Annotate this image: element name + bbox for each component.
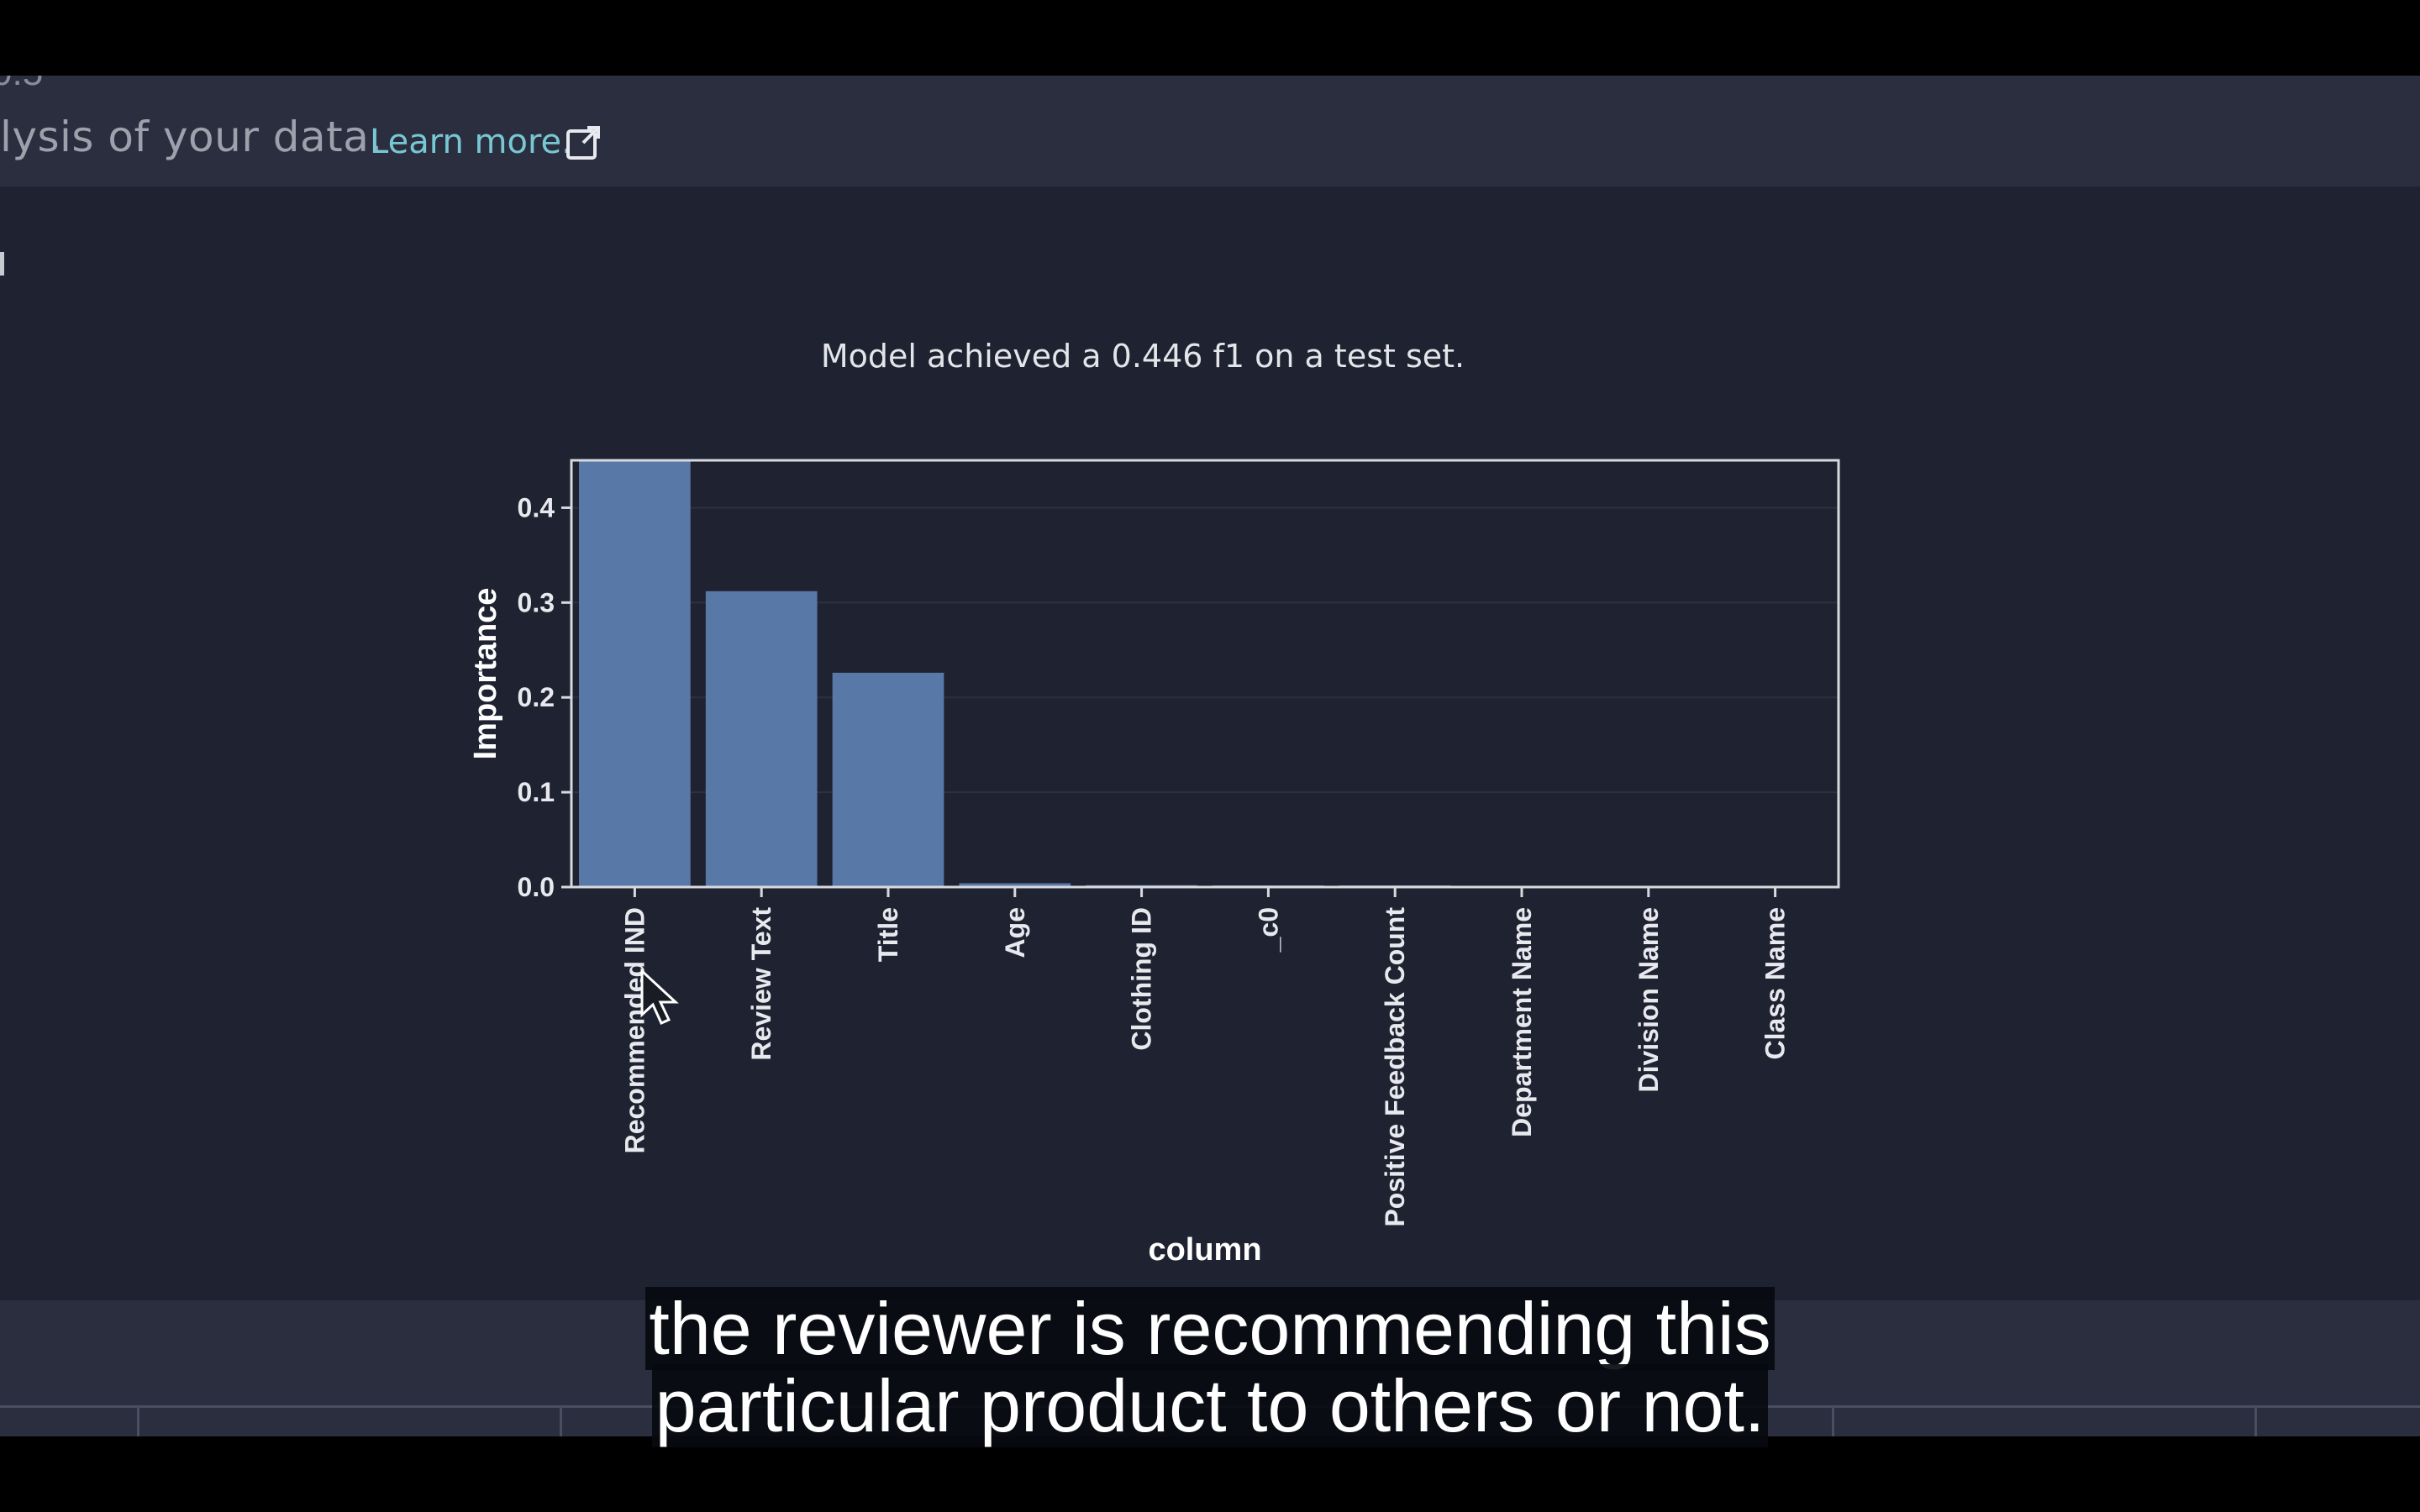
x-tick-label: Division Name bbox=[1634, 907, 1664, 1093]
x-tick-label: Positive Feedback Count bbox=[1380, 907, 1410, 1227]
video-subtitles: the reviewer is recommending this partic… bbox=[0, 1287, 2420, 1447]
subtitle-line-1: the reviewer is recommending this bbox=[645, 1287, 1775, 1370]
x-tick-label: Age bbox=[1000, 907, 1030, 958]
footer-column-divider bbox=[1832, 1408, 1834, 1436]
header-clipped-value: 0.5 bbox=[0, 76, 43, 94]
x-tick-label: Review Text bbox=[746, 907, 776, 1061]
y-tick-label: 0.4 bbox=[518, 492, 555, 522]
y-axis-title: Importance bbox=[468, 588, 503, 760]
learn-more-link[interactable]: Learn more. bbox=[370, 123, 572, 161]
y-tick-label: 0.1 bbox=[518, 777, 555, 807]
feature-importance-chart: 0.0 0.1 0.2 0.3 0.4 Recommended IND Review Tex… bbox=[468, 459, 1840, 1268]
chart-title: Model achieved a 0.446 f1 on a test set. bbox=[820, 338, 1465, 375]
footer-column-divider bbox=[560, 1408, 562, 1436]
bar-recommended-ind bbox=[579, 460, 691, 887]
x-tick-label: Clothing ID bbox=[1127, 907, 1157, 1051]
footer-column-divider bbox=[137, 1408, 139, 1436]
panel-edge-marker bbox=[0, 252, 4, 276]
bar-review-text bbox=[705, 591, 818, 887]
x-tick-label: Recommended IND bbox=[619, 907, 650, 1153]
y-tick-label: 0.2 bbox=[518, 682, 555, 712]
y-tick-label: 0.0 bbox=[518, 872, 555, 902]
bar-title bbox=[832, 672, 944, 887]
x-tick-label: Title bbox=[873, 907, 903, 962]
x-tick-label: _c0 bbox=[1253, 907, 1283, 953]
x-axis-title: column bbox=[1148, 1232, 1261, 1268]
x-tick-label: Class Name bbox=[1760, 907, 1791, 1059]
y-tick-label: 0.3 bbox=[518, 587, 555, 617]
subtitle-line-2: particular product to others or not. bbox=[651, 1364, 1769, 1447]
external-link-icon[interactable] bbox=[565, 124, 602, 161]
header-description: lysis of your data. bbox=[0, 113, 383, 161]
bar-age bbox=[959, 883, 1071, 887]
main-panel: Model achieved a 0.446 f1 on a test set. bbox=[0, 186, 2420, 1300]
top-letterbox bbox=[0, 0, 2420, 76]
footer-column-divider bbox=[2254, 1408, 2257, 1436]
header-bar: 0.5 lysis of your data. Learn more. bbox=[0, 76, 2420, 186]
x-tick-label: Department Name bbox=[1507, 907, 1537, 1137]
plot-frame bbox=[570, 459, 1840, 889]
bottom-letterbox bbox=[0, 1436, 2420, 1512]
mouse-pointer-icon bbox=[640, 968, 679, 1025]
